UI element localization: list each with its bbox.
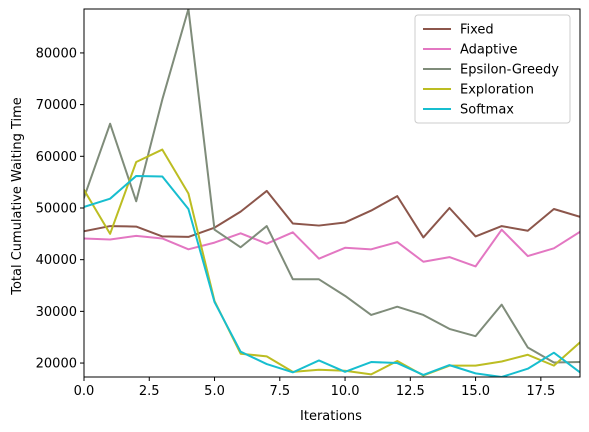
y-tick-label: 30000 [36,305,77,320]
x-tick-label: 10.0 [331,384,360,399]
x-tick-label: 0.0 [74,384,95,399]
legend-label: Softmax [460,103,514,118]
x-tick-label: 17.5 [526,384,555,399]
y-tick-label: 70000 [36,98,77,113]
series-lines [84,9,580,377]
legend-label: Exploration [460,83,534,98]
y-tick-label: 80000 [36,46,77,61]
series-line-exploration [84,148,580,377]
x-tick-label: 15.0 [461,384,490,399]
x-tick-label: 7.5 [269,384,290,399]
legend: Fixed Adaptive Epsilon-Greedy Exploration So… [414,14,571,124]
series-line-adaptive [84,228,580,268]
y-tick-label: 60000 [36,150,77,165]
plot-frame [83,8,581,378]
axes [83,8,581,378]
y-tick-label: 20000 [36,357,77,372]
y-tick-label: 50000 [36,201,77,216]
series-line-epsilon-greedy [84,9,580,364]
legend-label: Epsilon-Greedy [460,63,559,78]
ticks: 0.0 2.5 5.0 7.5 10.0 12.5 15.0 17.5 20000 30000 40… [36,46,556,399]
x-tick-label: 12.5 [396,384,425,399]
series-line-fixed [84,189,580,239]
x-axis-label: Iterations [300,409,362,424]
x-tick-label: 5.0 [204,384,225,399]
legend-box [414,14,571,124]
y-axis-label: Total Cumulative Waiting Time [10,97,25,296]
series-line-softmax [84,174,580,377]
y-tick-label: 40000 [36,253,77,268]
x-tick-label: 2.5 [139,384,160,399]
legend-label: Adaptive [460,43,518,58]
legend-label: Fixed [460,23,494,38]
